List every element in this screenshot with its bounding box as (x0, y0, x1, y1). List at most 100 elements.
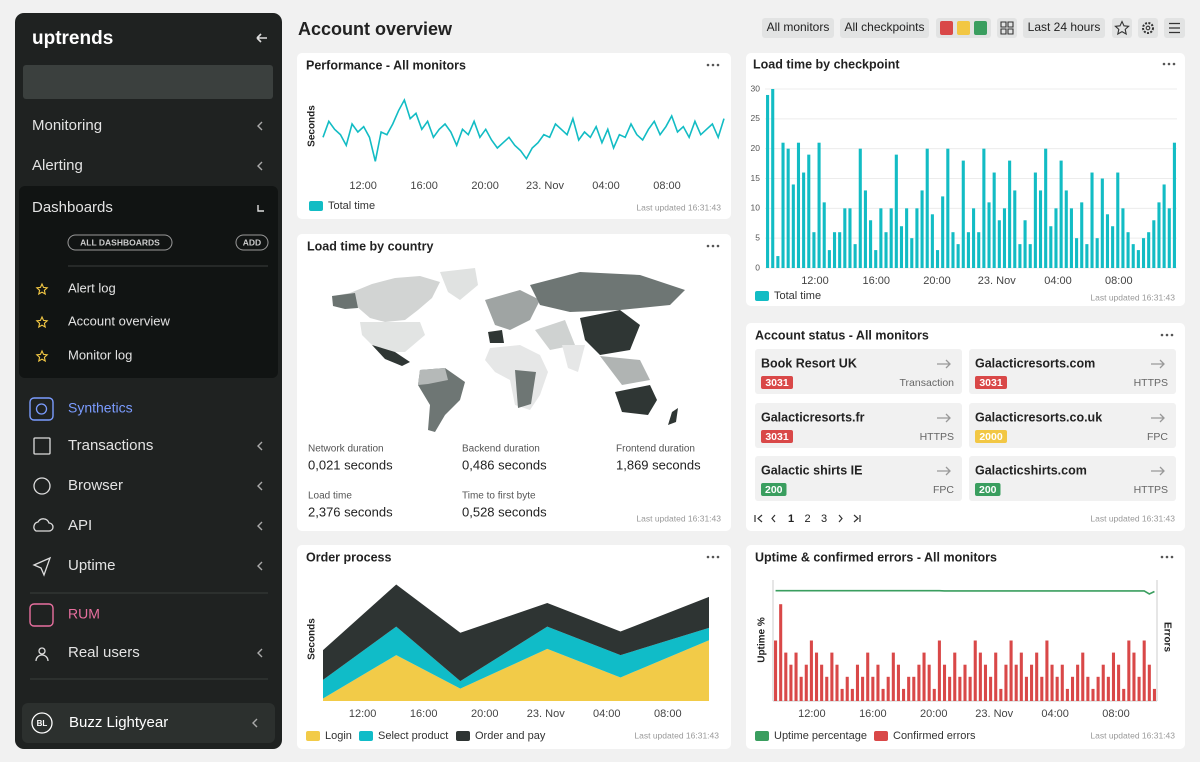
settings-button[interactable] (1138, 18, 1158, 38)
nav-item[interactable]: Transactions (68, 437, 153, 454)
map-region[interactable] (580, 310, 640, 355)
status-red[interactable] (940, 21, 953, 35)
monitor-card[interactable] (755, 456, 962, 501)
nav-item[interactable]: Monitoring (32, 117, 102, 134)
arrow-icon (937, 413, 951, 423)
x-tick-label: 23. Nov (526, 180, 564, 192)
bar (886, 676, 890, 701)
map-region[interactable] (530, 272, 685, 312)
x-tick-label: 12:00 (798, 708, 826, 720)
area (323, 626, 709, 699)
map-region[interactable] (440, 268, 478, 300)
page-number[interactable]: 2 (804, 513, 810, 525)
monitor-card[interactable] (969, 456, 1176, 501)
bar (930, 214, 934, 268)
bar (1049, 226, 1053, 268)
nav-section[interactable]: Synthetics (68, 400, 133, 416)
metric-value: 1,869 seconds (616, 457, 701, 472)
menu-dot[interactable] (1172, 62, 1176, 66)
menu-dot[interactable] (1170, 333, 1174, 337)
menu-dot[interactable] (716, 63, 720, 67)
menu-dot[interactable] (711, 244, 715, 248)
menu-dot[interactable] (1167, 62, 1171, 66)
menu-dot[interactable] (711, 555, 715, 559)
bar (946, 148, 950, 268)
logo: uptrends (32, 28, 113, 49)
add-button[interactable] (235, 234, 269, 251)
metric-value: 0,021 seconds (308, 457, 393, 472)
axis-title: Uptime % (757, 617, 768, 663)
x-tick-label: 20:00 (920, 708, 948, 720)
map-region[interactable] (372, 345, 410, 366)
menu-dot[interactable] (1165, 555, 1169, 559)
search-box[interactable] (23, 65, 273, 99)
map-region[interactable] (485, 290, 540, 330)
arrow-icon (1151, 413, 1165, 423)
widget-title: Performance - All monitors (306, 58, 466, 72)
nav-item[interactable]: Real users (68, 644, 140, 661)
menu-dot[interactable] (716, 244, 720, 248)
button-label: All checkpoints (844, 20, 924, 34)
nav-item[interactable]: Browser (68, 477, 123, 494)
map-region[interactable] (615, 385, 657, 415)
nav-item[interactable]: Uptime (68, 557, 116, 574)
map-region[interactable] (488, 330, 504, 343)
bar (1137, 676, 1141, 701)
dashboard-link[interactable]: Account overview (68, 313, 170, 328)
bar (1085, 244, 1089, 268)
map-region[interactable] (360, 322, 425, 352)
dashboard-link[interactable]: Alert log (68, 280, 116, 295)
nav-section[interactable]: RUM (68, 606, 100, 622)
all-dashboards-button[interactable] (67, 234, 173, 251)
bar (1105, 214, 1110, 268)
menu-dot[interactable] (1160, 555, 1164, 559)
last-page-icon[interactable] (853, 514, 861, 523)
status-badge (761, 483, 787, 496)
next-page-icon[interactable] (838, 514, 843, 523)
map-region[interactable] (600, 356, 650, 385)
menu-dot[interactable] (1170, 555, 1174, 559)
map-region[interactable] (332, 293, 358, 309)
map-region[interactable] (535, 320, 575, 350)
map-region[interactable] (333, 276, 440, 322)
menu-dot[interactable] (1165, 333, 1169, 337)
menu-dot[interactable] (1160, 333, 1164, 337)
status-yellow[interactable] (957, 21, 970, 35)
nav-item[interactable]: Alerting (32, 157, 83, 174)
status-green[interactable] (974, 21, 987, 35)
map-region[interactable] (515, 370, 536, 408)
prev-page-icon[interactable] (771, 514, 776, 523)
nav-item[interactable]: API (68, 517, 92, 534)
map-region[interactable] (668, 408, 678, 425)
metric-value: 0,486 seconds (462, 457, 547, 472)
map-region[interactable] (418, 368, 448, 385)
menu-dot[interactable] (706, 244, 710, 248)
monitor-card[interactable] (755, 349, 962, 394)
menu-dot[interactable] (711, 63, 715, 67)
map-region[interactable] (418, 368, 465, 432)
nav-item[interactable]: Dashboards (32, 199, 113, 216)
menu-dot[interactable] (716, 555, 720, 559)
first-page-icon[interactable] (754, 514, 763, 523)
x-tick-label: 04:00 (593, 708, 621, 720)
monitor-card[interactable] (969, 349, 1176, 394)
dashboard-link[interactable]: Monitor log (68, 347, 132, 362)
monitor-card[interactable] (755, 403, 962, 448)
filter-button[interactable] (762, 18, 834, 38)
range-button[interactable] (1023, 18, 1105, 38)
collapse-icon[interactable] (256, 33, 267, 43)
bar (861, 676, 865, 701)
monitor-card[interactable] (969, 403, 1176, 448)
bar (1122, 688, 1126, 701)
menu-dot[interactable] (706, 63, 710, 67)
favorite-button[interactable] (1112, 18, 1132, 38)
menu-dot[interactable] (706, 555, 710, 559)
menu-dot[interactable] (1162, 62, 1166, 66)
layout-button[interactable] (997, 18, 1017, 38)
filter-button[interactable] (840, 18, 929, 38)
page-number[interactable]: 3 (821, 513, 827, 525)
user-box[interactable] (22, 703, 275, 743)
map-region[interactable] (562, 345, 585, 372)
widget-title: Order process (306, 550, 392, 564)
page-number[interactable]: 1 (788, 513, 794, 525)
